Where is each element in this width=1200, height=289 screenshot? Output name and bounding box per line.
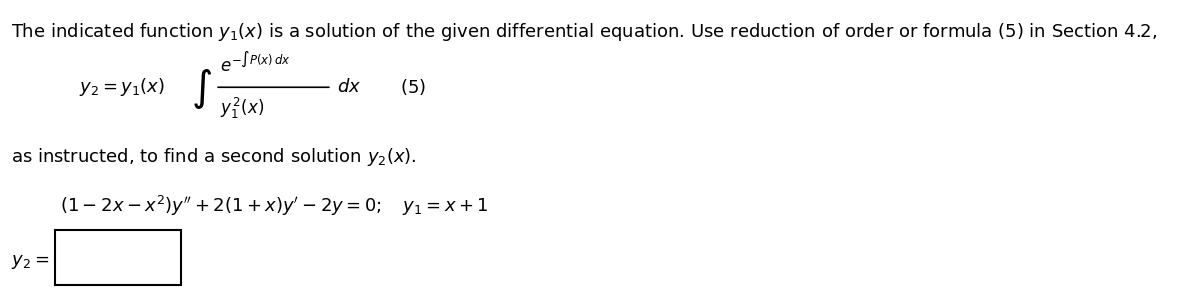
Text: $\int$: $\int$ — [191, 66, 212, 111]
Text: $dx$: $dx$ — [337, 78, 361, 96]
Text: as instructed, to find a second solution $y_2(x)$.: as instructed, to find a second solution… — [11, 147, 416, 168]
Text: $e^{-\int P(x)\,dx}$: $e^{-\int P(x)\,dx}$ — [220, 51, 290, 75]
Text: $(1 - 2x - x^2)y'' + 2(1 + x)y' - 2y = 0; \quad y_1 = x + 1$: $(1 - 2x - x^2)y'' + 2(1 + x)y' - 2y = 0… — [60, 194, 488, 218]
FancyBboxPatch shape — [55, 230, 181, 285]
Text: $y_2 =$: $y_2 =$ — [11, 253, 49, 271]
Text: $y_2 = y_1(x)$: $y_2 = y_1(x)$ — [79, 76, 166, 98]
Text: The indicated function $y_1(x)$ is a solution of the given differential equation: The indicated function $y_1(x)$ is a sol… — [11, 21, 1157, 43]
Text: $y_1^{\,2}(x)$: $y_1^{\,2}(x)$ — [220, 96, 264, 121]
Text: $(5)$: $(5)$ — [400, 77, 426, 97]
